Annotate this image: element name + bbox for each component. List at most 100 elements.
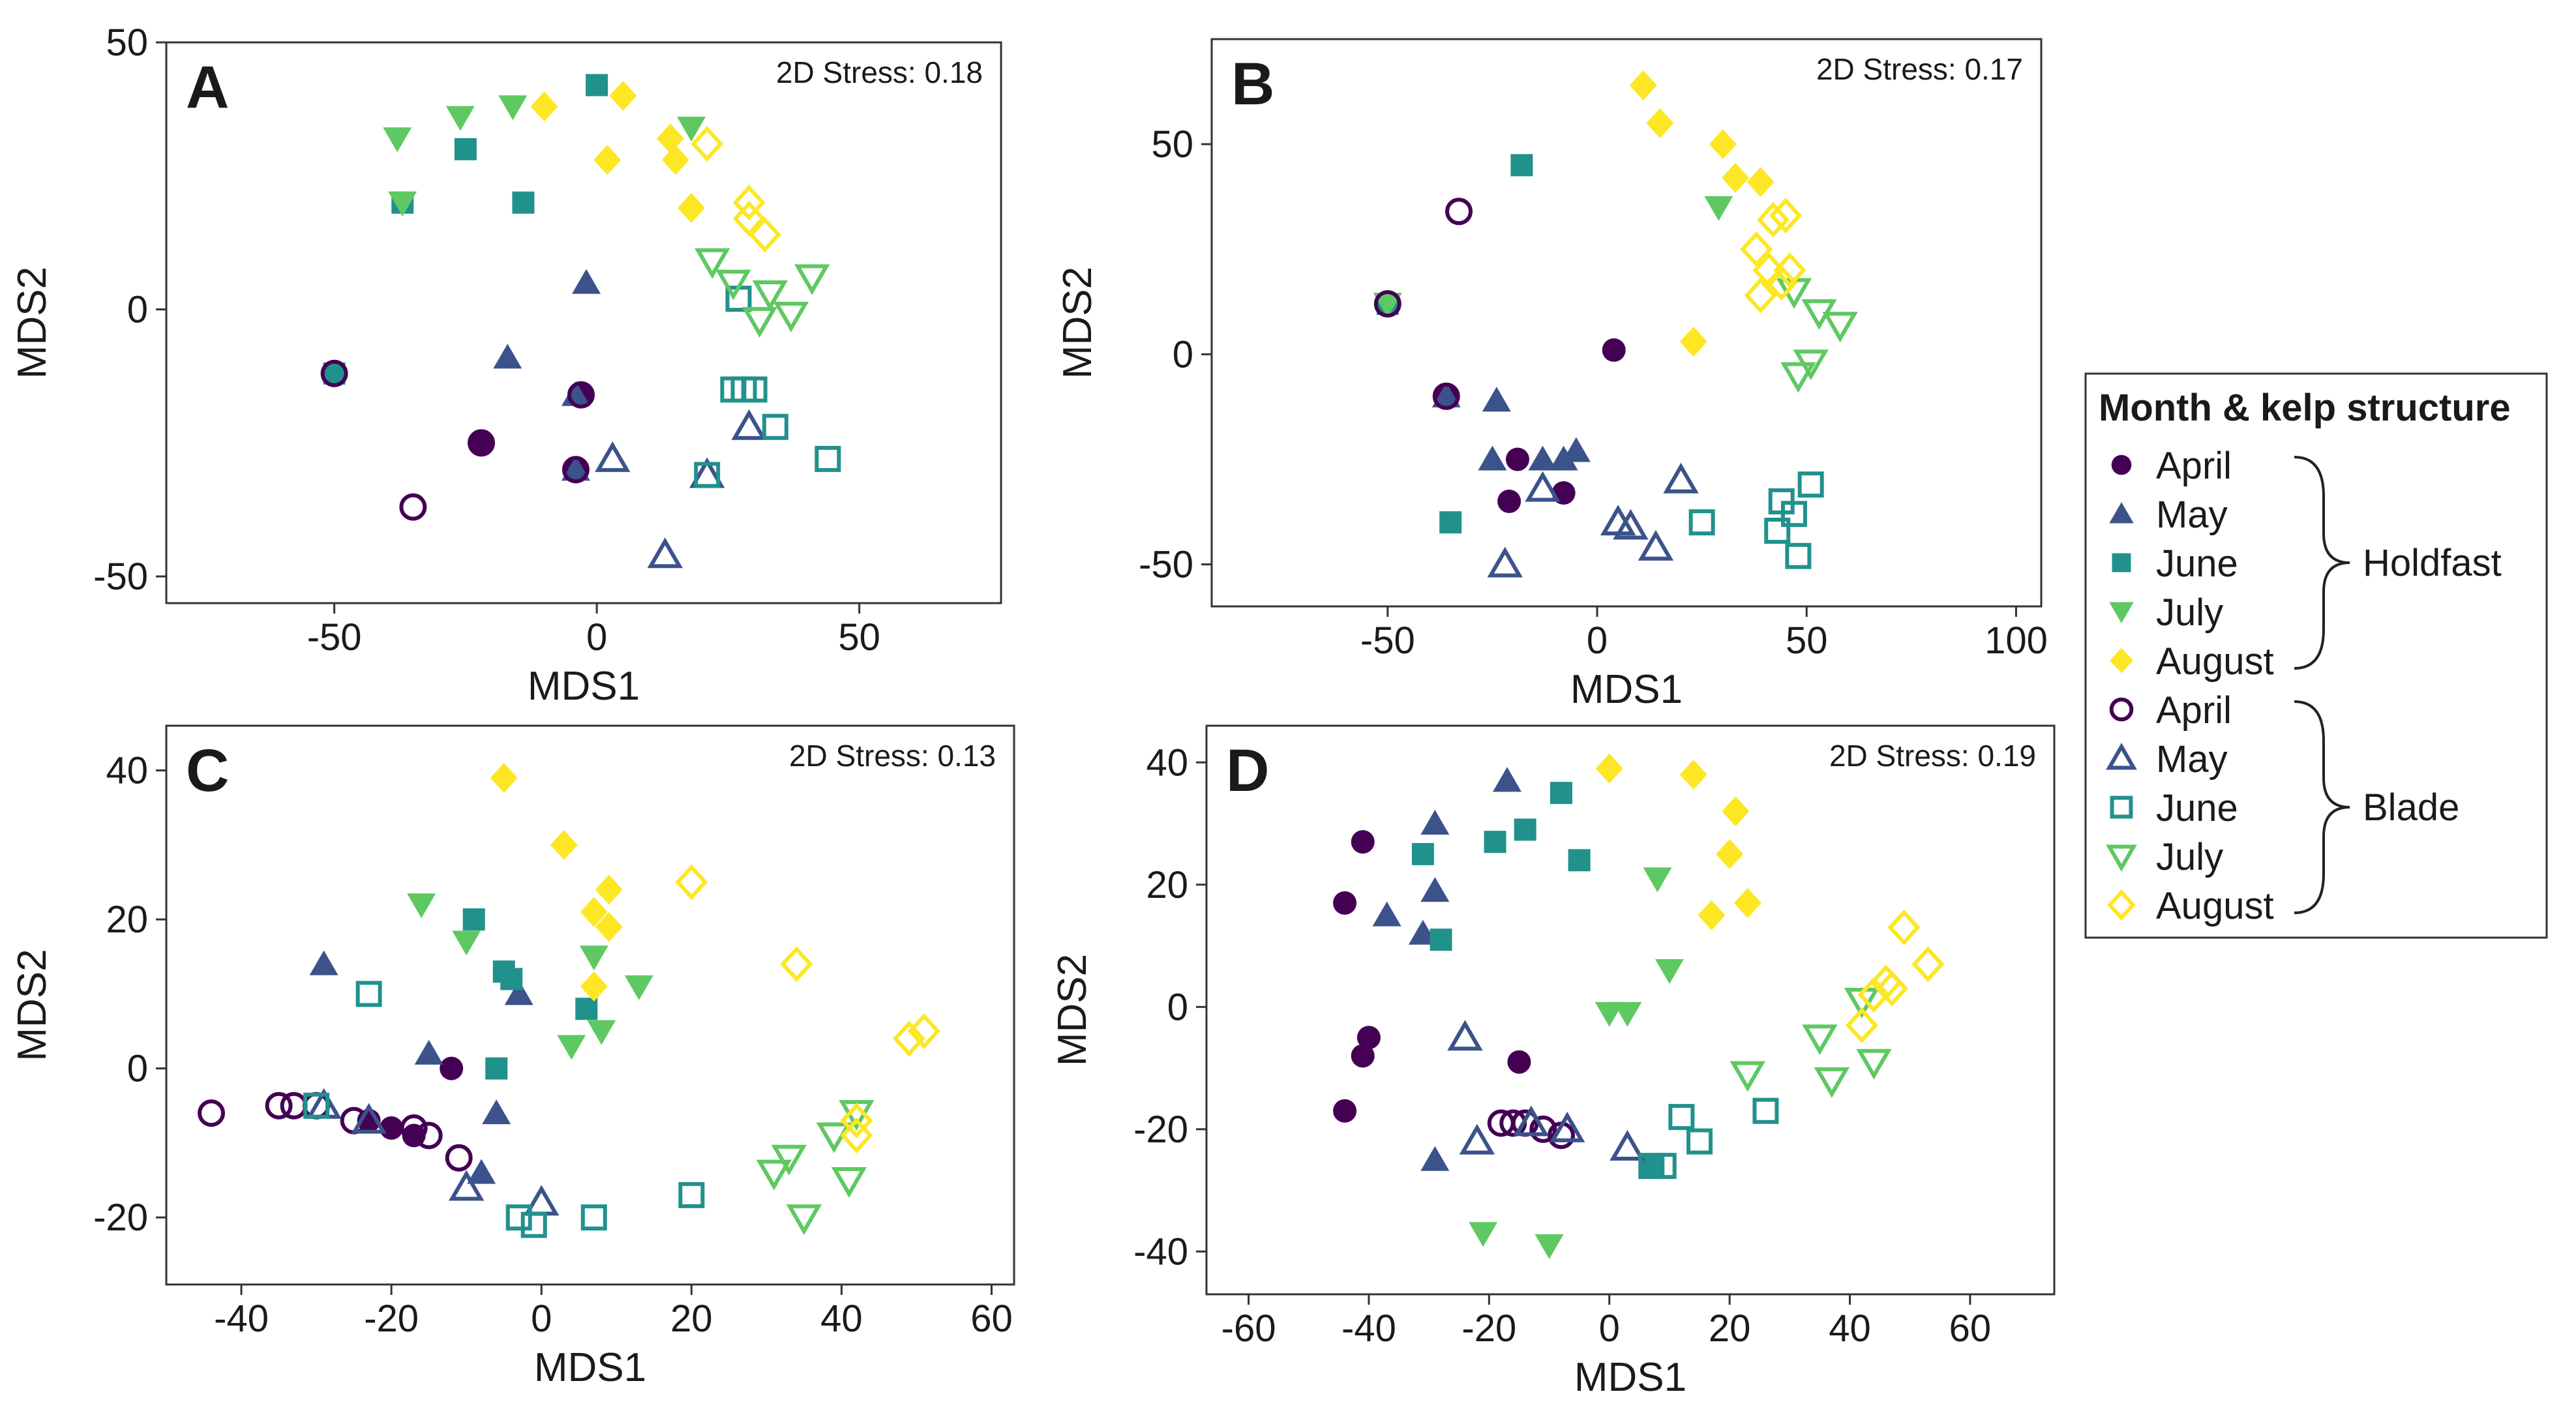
point-april-blade: [567, 381, 595, 409]
point-august-holdfast: [1722, 796, 1750, 827]
x-tick-label: -40: [1341, 1307, 1396, 1350]
point-august-blade: [907, 1013, 941, 1049]
data-points: [320, 74, 841, 569]
y-tick-label: -20: [1133, 1108, 1188, 1151]
point-june-holdfast: [500, 968, 523, 990]
point-july-holdfast: [1373, 293, 1402, 318]
point-april-holdfast: [1602, 338, 1626, 362]
point-august-holdfast: [1629, 70, 1657, 100]
point-june-blade: [1650, 1153, 1677, 1180]
point-august-holdfast: [1679, 760, 1707, 790]
panel-b: -50 0 50 100 -50 0 50 MDS1 MDS2 B 2D Stress: 0.17: [1055, 38, 2048, 712]
point-may-blade: [1487, 546, 1523, 578]
legend-label-august: August: [2156, 640, 2274, 683]
legend-marker-august: [2107, 889, 2136, 921]
legend-label-may: May: [2156, 738, 2228, 780]
point-july-holdfast: [388, 191, 417, 216]
x-tick-label: 60: [1949, 1307, 1992, 1350]
point-august-holdfast: [595, 912, 623, 942]
point-july-holdfast: [557, 1035, 586, 1060]
point-may-holdfast: [482, 1099, 511, 1125]
point-may-blade: [731, 409, 767, 440]
x-tick-label: -60: [1221, 1307, 1276, 1350]
point-june-blade: [580, 1204, 607, 1231]
x-tick-label: -40: [214, 1298, 269, 1340]
plot-frame: [1205, 724, 2056, 1296]
panel-d: -60 -40 -20 0 20 40 60 -40 -20 0 20 40 MDS1 MDS2 D 2D S…: [1050, 724, 2056, 1400]
point-june-holdfast: [454, 138, 477, 160]
point-august-holdfast: [550, 829, 578, 860]
point-may-blade: [1513, 1105, 1550, 1136]
point-august-blade: [1911, 946, 1945, 983]
point-july-blade: [1856, 1048, 1892, 1080]
y-tick-label: 50: [106, 22, 148, 64]
point-july-holdfast: [1469, 1222, 1498, 1247]
point-june-holdfast: [512, 191, 535, 214]
point-july-holdfast: [677, 117, 706, 142]
point-august-blade: [675, 864, 708, 900]
point-april-blade: [1445, 198, 1473, 226]
point-june-blade: [505, 1204, 532, 1231]
legend-label-june: June: [2156, 787, 2238, 829]
x-tick-label: 60: [970, 1298, 1013, 1340]
panel-letter: C: [186, 737, 229, 804]
point-august-holdfast: [595, 874, 623, 905]
point-july-holdfast: [1613, 1002, 1642, 1027]
y-tick-label: -50: [93, 556, 148, 598]
point-july-blade: [756, 1159, 792, 1191]
point-august-blade: [748, 216, 781, 253]
point-may-blade: [1663, 462, 1699, 494]
point-july-holdfast: [383, 127, 412, 153]
point-may-holdfast: [1420, 810, 1450, 835]
point-april-blade: [320, 359, 348, 387]
stress-value: 2D Stress: 0.17: [1816, 52, 2023, 86]
point-may-holdfast: [309, 950, 338, 975]
point-august-blade: [1887, 909, 1921, 945]
point-august-blade: [732, 185, 766, 221]
point-june-blade: [1752, 1097, 1779, 1124]
point-july-blade: [816, 1122, 852, 1153]
point-may-holdfast: [572, 269, 601, 294]
legend-marker-may: [2109, 502, 2134, 524]
y-tick-label: 0: [1167, 986, 1188, 1028]
point-july-blade: [695, 248, 730, 279]
legend-marker-april: [2111, 454, 2132, 475]
point-june-blade: [1780, 501, 1807, 527]
panel-c: -40 -20 0 20 40 60 -20 0 20 40 MDS1 MDS2 C 2D Stress:…: [10, 724, 1015, 1390]
legend-brace: [2294, 456, 2350, 670]
point-april-holdfast: [380, 1116, 404, 1140]
point-april-blade: [1432, 382, 1460, 410]
legend-marker-july: [2106, 844, 2137, 872]
data-points: [1373, 70, 1858, 578]
legend-marker-june: [2112, 553, 2131, 572]
y-tick-label: -40: [1133, 1230, 1188, 1273]
legend-label-april: April: [2156, 689, 2232, 732]
y-axis-title: MDS2: [10, 949, 55, 1061]
point-april-holdfast: [440, 1056, 464, 1080]
data-points: [198, 762, 941, 1238]
x-tick-label: 20: [1709, 1307, 1751, 1350]
x-tick-label: -50: [307, 616, 362, 659]
point-may-holdfast: [1492, 767, 1521, 792]
point-june-holdfast: [462, 908, 485, 931]
point-may-blade: [351, 1103, 387, 1134]
point-august-holdfast: [1698, 900, 1726, 930]
panel-a: -50 0 50 -50 0 50 MDS1 MDS2 A 2D Stress: 0.18: [10, 22, 1002, 709]
stress-value: 2D Stress: 0.18: [776, 55, 983, 89]
y-tick-label: 20: [106, 899, 148, 941]
plot-frame: [165, 41, 1002, 604]
plot-frame: [165, 724, 1015, 1286]
point-august-holdfast: [661, 145, 689, 175]
point-july-blade: [1730, 1061, 1765, 1092]
point-may-blade: [1525, 471, 1561, 502]
point-april-holdfast: [1351, 1044, 1375, 1068]
point-may-holdfast: [1372, 901, 1401, 927]
y-axis-title: MDS2: [10, 267, 55, 379]
point-july-blade: [1780, 362, 1816, 393]
point-august-blade: [1765, 265, 1798, 301]
point-august-holdfast: [1746, 167, 1775, 198]
point-june-holdfast: [1514, 818, 1536, 841]
data-points: [1333, 753, 1945, 1259]
point-july-blade: [1822, 312, 1858, 343]
point-may-holdfast: [504, 980, 533, 1005]
